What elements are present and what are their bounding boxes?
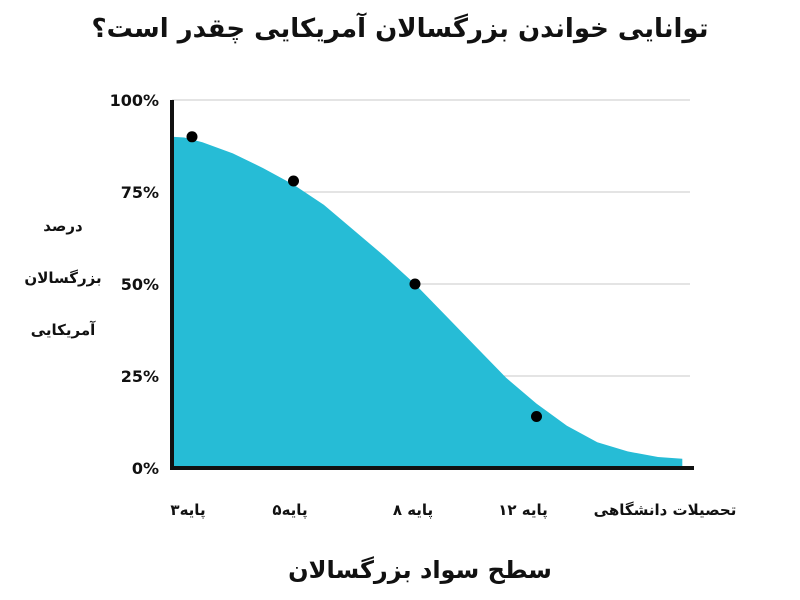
x-tick-label: پایه ۸ <box>393 501 433 520</box>
chart-title: توانایی خواندن بزرگسالان آمریکایی چقدر ا… <box>91 14 709 44</box>
area-series <box>172 136 683 469</box>
y-tick-label: 75% <box>121 183 159 202</box>
data-point <box>288 175 299 187</box>
x-tick-label: تحصیلات دانشگاهی <box>594 501 737 519</box>
x-tick-label: پایه۳ <box>170 501 205 520</box>
x-axis-title: سطح سواد بزرگسالان <box>288 556 552 584</box>
y-tick-label: 0% <box>132 459 159 478</box>
y-axis-label-line: درصد <box>43 217 83 235</box>
x-tick-label: پایه۵ <box>272 501 307 520</box>
y-axis-label: درصد بزرگسالان آمریکایی <box>18 200 108 356</box>
y-axis-label-line: بزرگسالان <box>24 269 102 287</box>
data-point <box>531 410 542 422</box>
data-point <box>186 131 198 143</box>
y-tick-label: 50% <box>121 275 159 294</box>
y-tick-label: 25% <box>121 367 159 386</box>
x-tick-label: پایه ۱۲ <box>498 501 548 520</box>
y-tick-label: 100% <box>110 91 159 110</box>
y-axis-label-line: آمریکایی <box>30 321 96 339</box>
data-point <box>409 278 421 290</box>
